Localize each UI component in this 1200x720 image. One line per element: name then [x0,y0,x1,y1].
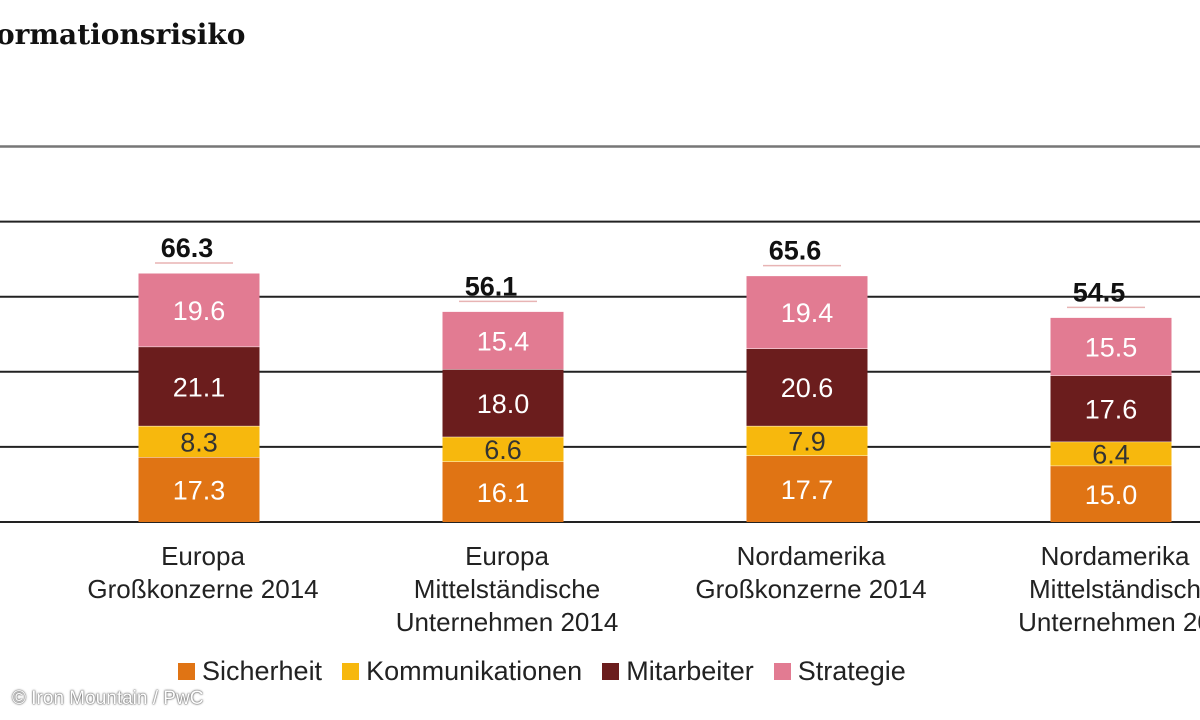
total-value-label: 65.6 [769,236,822,266]
segment-value-label: 15.5 [1085,332,1138,362]
category-label: Nordamerika Mittelständisch Unternehmen 20 [965,540,1200,639]
bar-segment-sicherheit [746,455,868,522]
legend-swatch [602,663,620,680]
bar-segment-mitarbeiter [746,348,868,426]
legend-swatch [773,663,791,680]
segment-value-label: 8.3 [180,427,218,457]
segment-value-label: 7.9 [788,427,826,457]
segment-value-label: 17.7 [781,475,834,505]
segment-value-label: 19.6 [173,296,226,326]
bar-segment-kommunikationen [138,425,260,458]
category-label: Europa Mittelständische Unternehmen 2014 [357,540,657,639]
category-label-line: Unternehmen 20 [1018,607,1200,637]
segment-value-label: 21.1 [173,372,226,402]
bar-segment-strategie [442,311,564,370]
category-label-line: Unternehmen 2014 [395,607,619,637]
total-value-label: 54.5 [1073,277,1126,307]
bar-segment-mitarbeiter [1050,375,1172,442]
chart-plot: 17.3 8.3 21.1 19.6 66.3 16.1 6.6 18.0 15.4 56.1 17… [0,145,1200,523]
category-label: Europa Großkonzerne 2014 [53,540,353,606]
legend-label: Kommunikationen [366,656,583,686]
legend-item-sicherheit: Sicherheit [178,656,322,687]
segment-value-label: 19.4 [781,298,834,328]
segment-value-label: 15.0 [1085,480,1138,510]
legend: Sicherheit Kommunikationen Mitarbeiter Stra… [178,656,926,687]
segment-value-label: 6.4 [1092,440,1130,470]
bar-segment-kommunikationen [442,436,564,462]
legend-label: Mitarbeiter [626,656,754,686]
image-credit: © Iron Mountain / PwC [12,688,204,709]
chart-title: ormationsrisiko [0,18,246,51]
legend-item-mitarbeiter: Mitarbeiter [602,656,754,687]
bar-segment-sicherheit [1050,465,1172,522]
bar-segment-sicherheit [138,457,260,522]
bar-segment-strategie [138,273,260,347]
bar-segment-strategie [746,275,868,349]
bar-segment-sicherheit [442,461,564,522]
category-label-line: Europa [161,541,245,571]
category-label-line: Nordamerika [1040,541,1190,571]
category-label-line: Nordamerika [736,541,886,571]
category-label: Nordamerika Großkonzerne 2014 [661,540,961,606]
category-label-line: Großkonzerne 2014 [695,574,927,604]
legend-label: Strategie [797,656,906,686]
legend-swatch [342,663,360,680]
segment-value-label: 18.0 [477,389,530,419]
bar-segment-kommunikationen [746,425,868,456]
bar-segment-mitarbeiter [138,346,260,426]
segment-value-label: 17.3 [173,476,226,506]
bar-segment-strategie [1050,317,1172,376]
segment-value-label: 15.4 [477,326,530,356]
category-label-line: Großkonzerne 2014 [87,574,319,604]
bar-segment-mitarbeiter [442,369,564,437]
legend-item-strategie: Strategie [773,656,906,687]
segment-value-label: 20.6 [781,373,834,403]
category-label-line: Mittelständisch [1029,574,1200,604]
segment-value-label: 6.6 [484,435,522,465]
total-value-label: 56.1 [465,271,518,301]
segment-value-label: 17.6 [1085,395,1138,425]
category-label-line: Mittelständische [413,574,601,604]
category-label-line: Europa [465,541,549,571]
bar-segment-kommunikationen [1050,441,1172,466]
legend-label: Sicherheit [202,656,323,686]
legend-item-kommunikationen: Kommunikationen [342,656,582,687]
segment-value-label: 16.1 [477,478,530,508]
legend-swatch [178,663,195,680]
total-value-label: 66.3 [161,233,214,263]
